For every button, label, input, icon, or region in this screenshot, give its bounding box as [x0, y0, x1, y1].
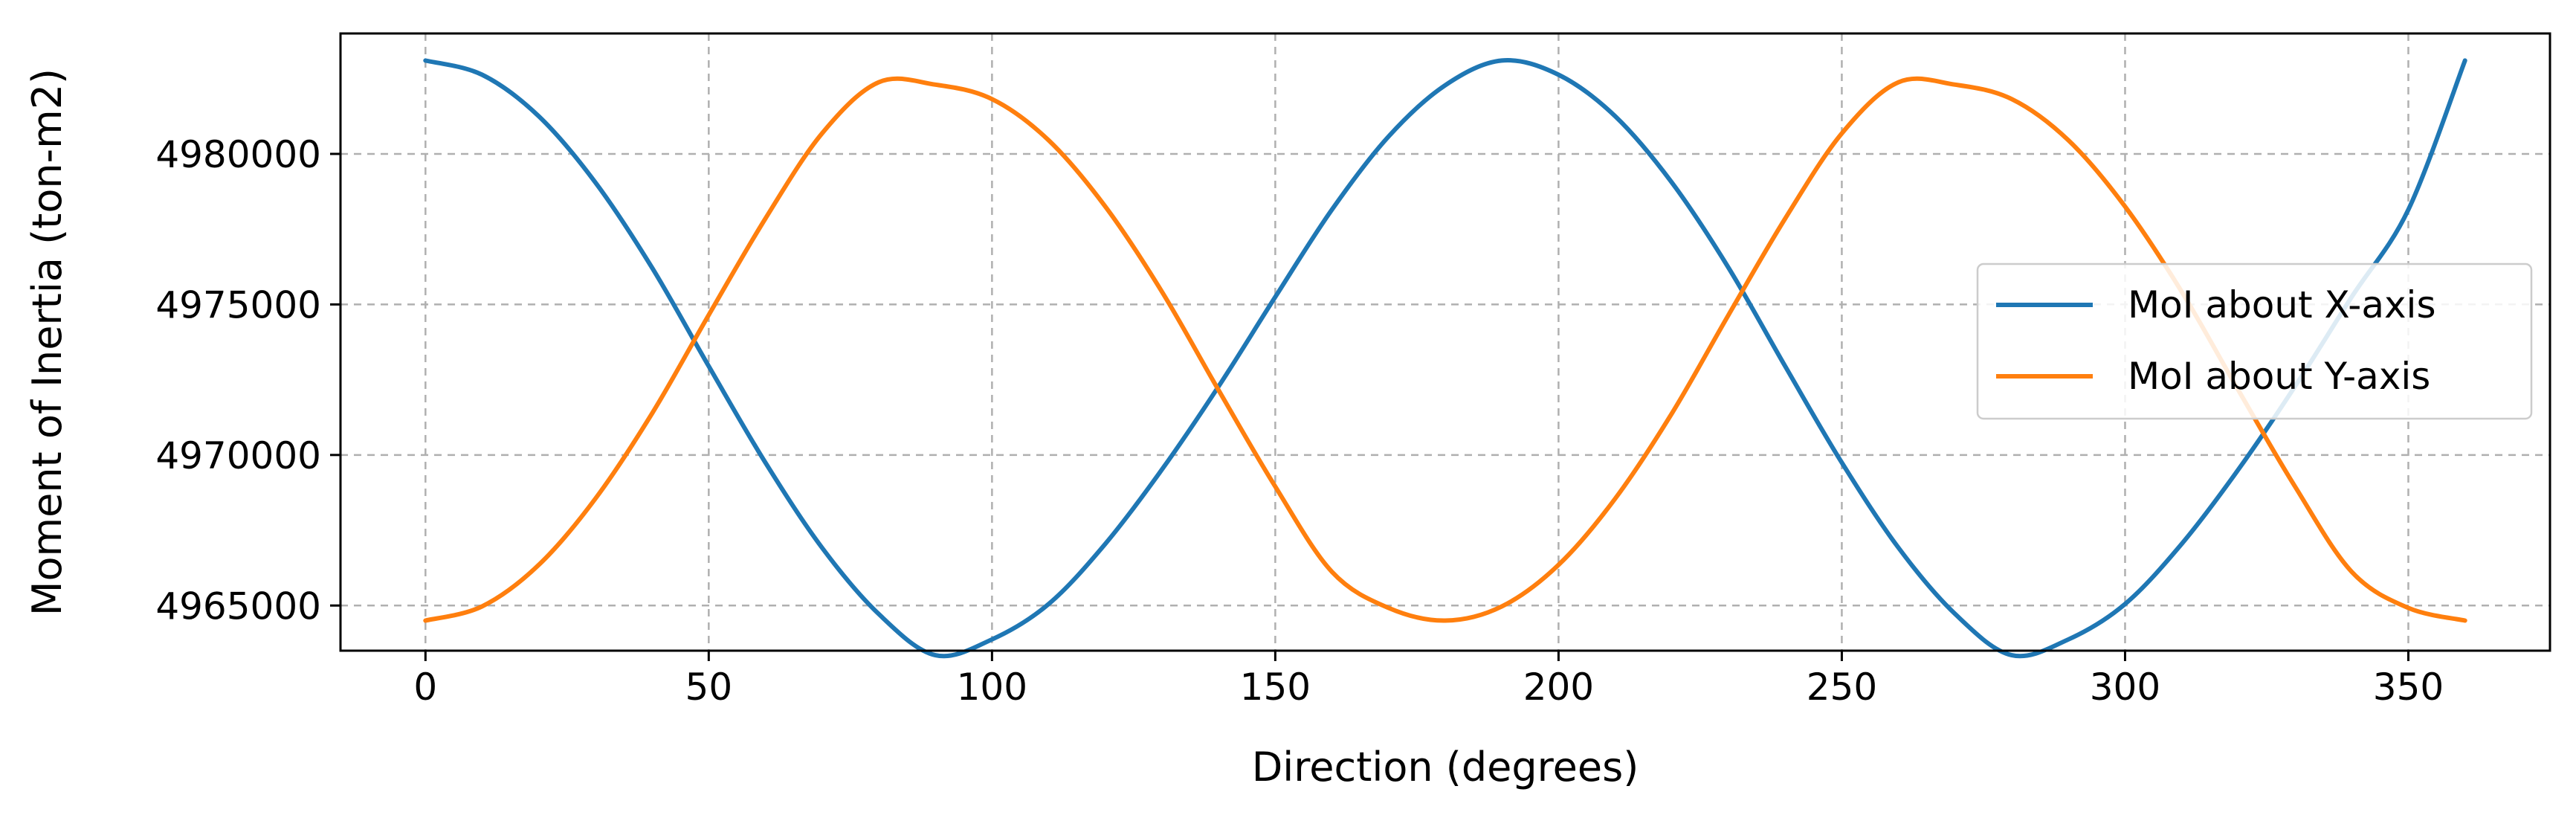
plot-area-frame — [339, 32, 2551, 652]
x-tick-label: 200 — [1523, 666, 1594, 709]
x-tick-label: 0 — [413, 666, 437, 709]
y-tick-label: 4970000 — [155, 434, 321, 477]
y-tick-label: 4965000 — [155, 584, 321, 628]
y-tick-label: 4975000 — [155, 283, 321, 326]
x-tick-label: 100 — [957, 666, 1027, 709]
y-tick-label: 4980000 — [155, 133, 321, 176]
series-line-moi-x — [423, 58, 2467, 659]
series-lines — [423, 58, 2467, 659]
x-tick-label: 150 — [1240, 666, 1311, 709]
legend-label-x-axis: MoI about X-axis — [2128, 283, 2436, 326]
x-axis-ticks: 0 50 100 150 200 250 300 350 — [413, 651, 2444, 709]
series-line-moi-y — [423, 76, 2467, 623]
x-tick-label: 350 — [2373, 666, 2444, 709]
legend-label-y-axis: MoI about Y-axis — [2128, 355, 2430, 398]
y-axis-ticks: 4965000 4970000 4975000 4980000 — [155, 133, 340, 628]
x-axis-label: Direction (degrees) — [1252, 744, 1639, 790]
legend: MoI about X-axis MoI about Y-axis — [1976, 263, 2533, 420]
x-tick-label: 250 — [1807, 666, 1877, 709]
grid — [340, 33, 2550, 651]
legend-box — [1976, 263, 2533, 420]
x-tick-label: 300 — [2090, 666, 2160, 709]
x-tick-label: 50 — [685, 666, 733, 709]
y-axis-label: Moment of Inertia (ton-m2) — [24, 68, 71, 616]
